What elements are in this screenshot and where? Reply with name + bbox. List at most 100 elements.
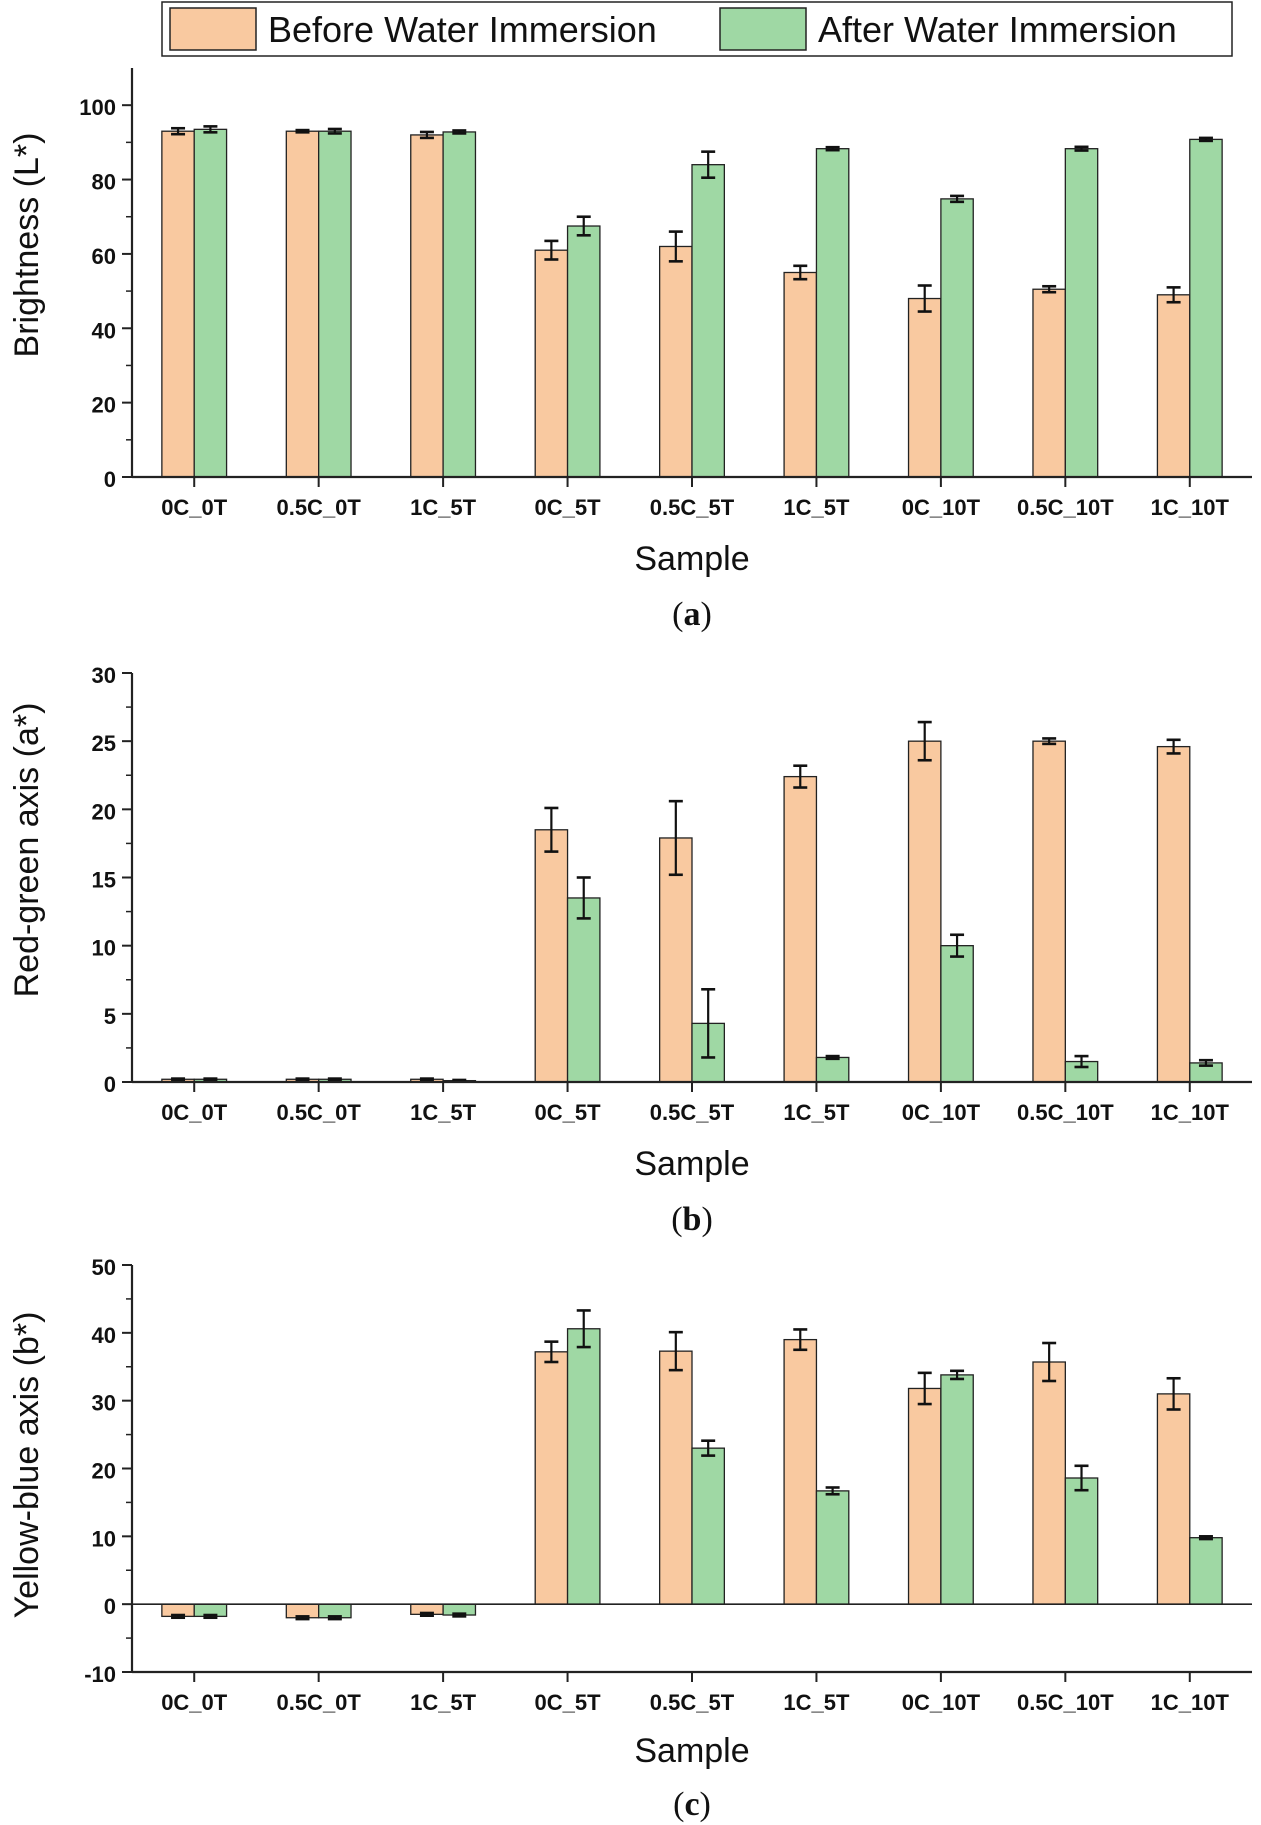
error-bar-before-1C_10T bbox=[1166, 286, 1181, 304]
error-bar-after-0.5C_0T bbox=[327, 1615, 342, 1621]
legend-box bbox=[161, 1, 1233, 57]
error-bar-before-1C_10T bbox=[1166, 738, 1181, 755]
legend: Before Water Immersion After Water Immer… bbox=[161, 1, 1233, 57]
bar-before-0.5C_5T bbox=[658, 837, 693, 1083]
error-bar-after-1C_5T bbox=[452, 1612, 467, 1618]
panel-c-xlabel: Sample bbox=[634, 1732, 749, 1770]
error-bar-after-0C_5T bbox=[576, 1309, 591, 1349]
error-bar-before-0.5C_5T bbox=[668, 230, 683, 263]
x-tick-label: 1C_10T bbox=[1151, 1690, 1230, 1715]
error-bar-after-0.5C_10T bbox=[1074, 145, 1089, 152]
x-tick-label: 0.5C_5T bbox=[650, 495, 735, 520]
y-tick-label: 0 bbox=[104, 1594, 116, 1619]
x-tick-label: 1C_5T bbox=[783, 495, 850, 520]
y-tick-label: 30 bbox=[92, 1391, 116, 1416]
bar-before-0C_10T bbox=[907, 740, 942, 1083]
y-tick-label: 50 bbox=[92, 1255, 116, 1280]
error-bar-before-0C_10T bbox=[917, 284, 932, 313]
bar-before-0C_5T bbox=[534, 1351, 569, 1605]
bar-after-0.5C_10T bbox=[1064, 1477, 1099, 1605]
y-tick-label: 20 bbox=[92, 1459, 116, 1484]
x-tick-label: 0.5C_10T bbox=[1017, 495, 1114, 520]
bar-after-0C_5T bbox=[566, 225, 601, 478]
legend-label-after: After Water Immersion bbox=[818, 9, 1177, 50]
error-bar-after-0C_5T bbox=[576, 215, 591, 237]
panel-c: Yellow-blue axis (b*) Sample (c) -10 0 10 2… bbox=[8, 1255, 1252, 1823]
error-bar-before-0.5C_10T bbox=[1042, 284, 1057, 294]
panel-c-label: (c) bbox=[673, 1786, 711, 1823]
error-bar-after-0.5C_10T bbox=[1074, 1054, 1089, 1069]
panel-a: Brightness (L*) Sample (a) 0 20 40 60 80 100 0… bbox=[8, 68, 1252, 633]
x-tick-label: 0C_0T bbox=[161, 495, 228, 520]
bar-before-0C_10T bbox=[907, 1387, 942, 1605]
bar-after-1C_10T bbox=[1189, 138, 1223, 478]
error-bar-before-1C_5T bbox=[793, 1328, 808, 1352]
error-bar-after-0.5C_0T bbox=[327, 127, 342, 135]
x-tick-label: 0.5C_0T bbox=[276, 1690, 361, 1715]
bar-before-1C_5T bbox=[783, 1338, 818, 1605]
y-tick-label: 0 bbox=[104, 1072, 116, 1097]
y-tick-label: 40 bbox=[92, 1323, 116, 1348]
bar-after-0C_0T bbox=[193, 128, 228, 478]
x-tick-label: 0C_0T bbox=[161, 1100, 228, 1125]
error-bar-after-1C_10T bbox=[1198, 136, 1213, 143]
error-bar-before-0.5C_0T bbox=[295, 128, 310, 134]
bar-before-0.5C_10T bbox=[1032, 740, 1066, 1083]
bar-after-1C_10T bbox=[1189, 1537, 1223, 1605]
y-tick-label: 10 bbox=[92, 936, 116, 961]
error-bar-after-0.5C_5T bbox=[701, 987, 716, 1059]
y-tick-label: 5 bbox=[104, 1004, 116, 1029]
x-tick-label: 0.5C_5T bbox=[650, 1100, 735, 1125]
error-bar-after-0.5C_5T bbox=[701, 150, 716, 179]
error-bar-before-0.5C_5T bbox=[668, 799, 683, 877]
bar-after-0C_5T bbox=[566, 1328, 601, 1605]
error-bar-before-0C_10T bbox=[917, 1371, 932, 1406]
bar-after-1C_5T bbox=[815, 1056, 850, 1083]
y-tick-label: 80 bbox=[92, 170, 116, 195]
error-bar-before-1C_5T bbox=[419, 130, 434, 140]
x-tick-label: 0.5C_0T bbox=[276, 1100, 361, 1125]
error-bar-after-0C_10T bbox=[950, 194, 965, 204]
error-bar-before-1C_5T bbox=[793, 264, 808, 281]
y-tick-label: 40 bbox=[92, 318, 116, 343]
bar-before-0.5C_10T bbox=[1032, 288, 1066, 478]
x-tick-label: 1C_5T bbox=[410, 495, 477, 520]
error-bar-before-0.5C_0T bbox=[295, 1615, 310, 1621]
bar-before-1C_5T bbox=[783, 271, 818, 478]
bar-after-0.5C_0T bbox=[318, 130, 352, 478]
panel-a-xlabel: Sample bbox=[634, 540, 749, 578]
bar-before-0.5C_0T bbox=[285, 130, 320, 478]
y-tick-label: 20 bbox=[92, 799, 116, 824]
bar-before-0C_5T bbox=[534, 829, 569, 1083]
error-bar-after-0C_10T bbox=[950, 1369, 965, 1381]
x-tick-label: 1C_5T bbox=[410, 1690, 477, 1715]
bar-after-0C_10T bbox=[940, 945, 974, 1083]
error-bar-after-0C_10T bbox=[950, 933, 965, 958]
y-tick-label: 100 bbox=[79, 95, 116, 120]
bar-before-1C_10T bbox=[1156, 1393, 1191, 1605]
x-tick-label: 0.5C_10T bbox=[1017, 1690, 1114, 1715]
error-bar-after-0C_5T bbox=[576, 876, 591, 920]
y-tick-label: 15 bbox=[92, 868, 116, 893]
y-tick-label: -10 bbox=[84, 1662, 116, 1687]
panel-c-ylabel: Yellow-blue axis (b*) bbox=[8, 1312, 46, 1619]
error-bar-before-0.5C_10T bbox=[1042, 737, 1057, 746]
x-tick-label: 1C_10T bbox=[1151, 1100, 1230, 1125]
error-bar-before-0.5C_0T bbox=[295, 1077, 310, 1082]
bar-before-0C_10T bbox=[907, 297, 942, 478]
error-bar-after-1C_10T bbox=[1198, 1535, 1213, 1541]
error-bar-before-0C_0T bbox=[171, 126, 186, 136]
error-bar-before-0C_5T bbox=[544, 239, 559, 261]
x-tick-label: 0C_5T bbox=[535, 1690, 602, 1715]
x-tick-label: 0C_10T bbox=[902, 1100, 981, 1125]
panel-b: Red-green axis (a*) Sample (b) 0 5 10 15 20 2… bbox=[8, 663, 1252, 1238]
bar-before-1C_5T bbox=[410, 134, 444, 478]
bar-before-0C_0T bbox=[161, 130, 195, 478]
x-tick-label: 1C_5T bbox=[410, 1100, 477, 1125]
x-tick-label: 0.5C_0T bbox=[276, 495, 361, 520]
error-bar-before-0C_5T bbox=[544, 1340, 559, 1364]
x-tick-label: 0C_5T bbox=[535, 495, 602, 520]
error-bar-before-1C_5T bbox=[419, 1077, 434, 1082]
legend-label-before: Before Water Immersion bbox=[268, 9, 657, 50]
